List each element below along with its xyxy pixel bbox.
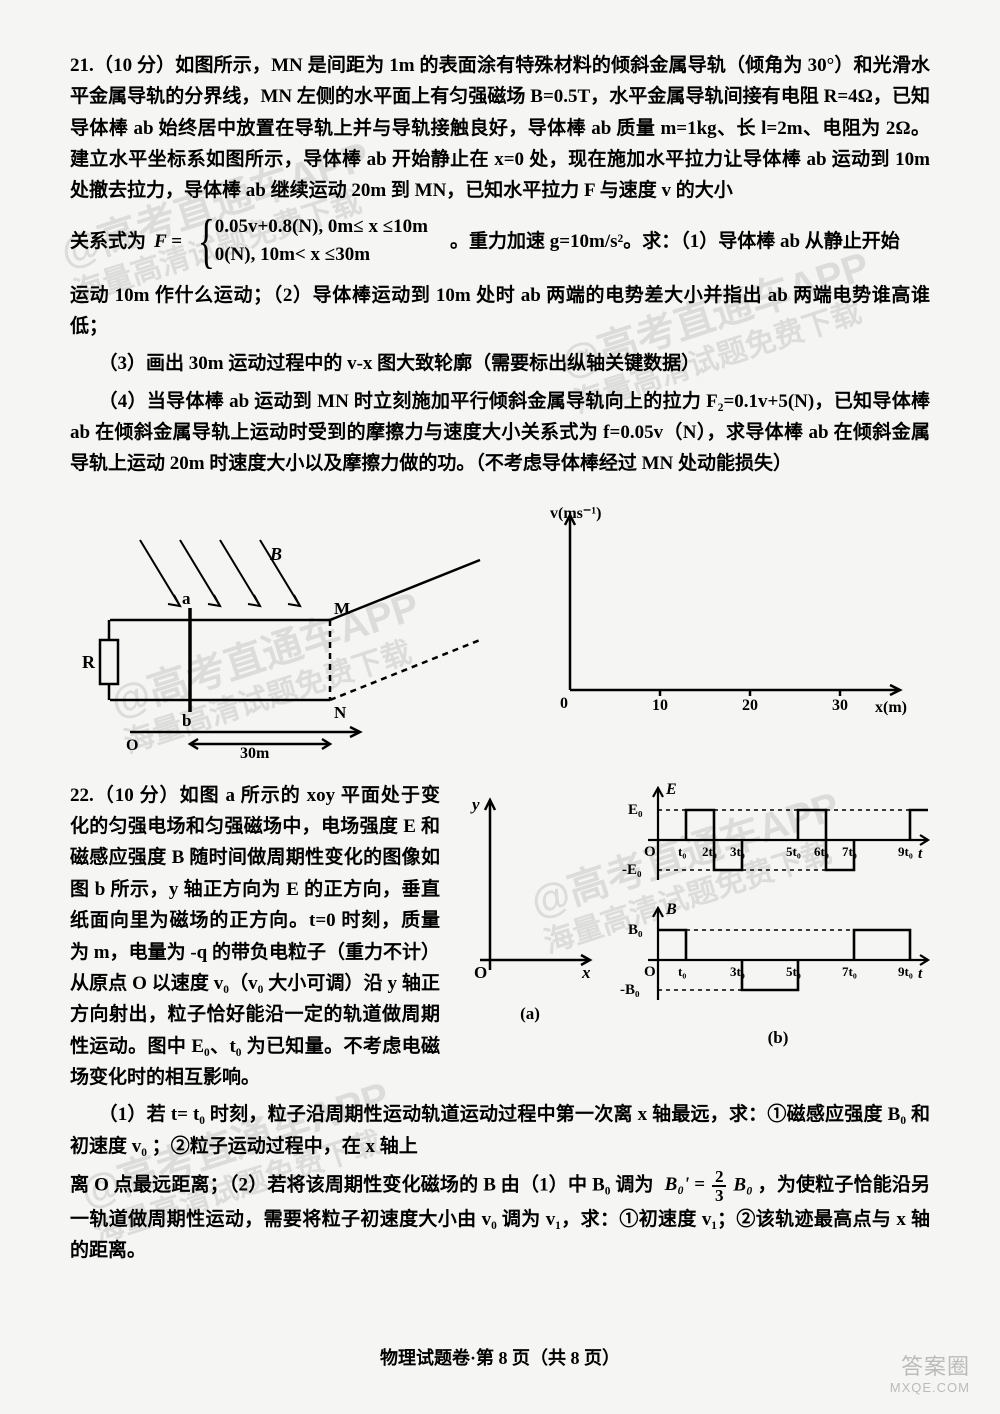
svg-text:t₀: t₀: [678, 844, 686, 859]
tick-0: 0: [560, 695, 568, 712]
svg-text:t₀: t₀: [678, 964, 686, 979]
q21-sub3: （3）画出 30m 运动过程中的 v-x 图大致轮廓（需要标出纵轴关键数据）: [70, 348, 930, 379]
label-O: O: [126, 737, 138, 754]
figB-caption: (b): [618, 1024, 938, 1052]
svg-text:3t₀: 3t₀: [730, 844, 745, 859]
negE0-label: -E₀: [622, 862, 642, 878]
svg-text:7t₀: 7t₀: [842, 844, 857, 859]
label-R: R: [82, 652, 96, 672]
E-xlabel: t: [918, 846, 923, 862]
figA-caption: (a): [460, 1000, 600, 1028]
B0-label: B₀: [628, 922, 643, 938]
svg-text:9t₀: 9t₀: [898, 844, 913, 859]
B-xlabel: t: [918, 966, 923, 982]
E-origin: O: [644, 844, 656, 860]
q22-part1: （1）若 t= t₀ 时刻，粒子沿周期性运动轨道运动过程中第一次离 x 轴最远，…: [70, 1099, 930, 1162]
B0prime-rhs: B₀: [733, 1174, 752, 1195]
q21-formula: 关系式为 F = { 0.05v+0.8(N), 0m≤ x ≤10m 0(N)…: [70, 213, 930, 270]
B0prime-lhs: B₀' =: [665, 1174, 705, 1195]
svg-text:5t₀: 5t₀: [786, 964, 801, 979]
B-origin: O: [644, 964, 656, 980]
fraction-2-3: 2 3: [712, 1168, 727, 1204]
B-ylabel: B: [665, 901, 677, 918]
xlabel: x(m): [875, 699, 907, 716]
fig-a-axes: O x y: [460, 780, 600, 990]
label-M: M: [334, 599, 350, 618]
svg-text:6t₀: 6t₀: [814, 844, 829, 859]
q22-part2: 离 O 点最远距离；（2）若将该周期性变化磁场的 B 由（1）中 B₀ 调为 B…: [70, 1168, 930, 1267]
page-footer: 物理试题卷·第 8 页（共 8 页）: [0, 1344, 1000, 1374]
tick-10: 10: [652, 697, 668, 714]
rail-diagram: R a b B M N O 30m: [70, 500, 490, 760]
fig-b-B-chart: B₀ -B₀ O B t t₀ 3t₀ 5t₀ 7t₀ 9t₀: [618, 900, 938, 1010]
svg-text:3t₀: 3t₀: [730, 964, 745, 979]
figA-y: y: [470, 795, 480, 814]
figA-origin: O: [474, 963, 487, 982]
q21-sub4: （4）当导体棒 ab 运动到 MN 时立刻施加平行倾斜金属导轨向上的拉力 F₂=…: [70, 386, 930, 480]
negB0-label: -B₀: [620, 982, 640, 998]
label-30m: 30m: [240, 745, 270, 760]
tick-20: 20: [742, 697, 758, 714]
relation-label: 关系式为: [70, 226, 146, 257]
q21-heading: 21.（10 分）如图所示，MN 是间距为 1m 的表面涂有特殊材料的倾斜金属导…: [70, 50, 930, 207]
ylabel: v(ms⁻¹): [550, 505, 601, 522]
F-equals: F =: [154, 226, 182, 257]
left-brace-icon: {: [198, 215, 215, 267]
eq-line-2: 0(N), 10m< x ≤30m: [215, 241, 428, 270]
vx-axes: 0 10 20 30 x(m) v(ms⁻¹): [520, 500, 920, 730]
E0-label: E₀: [628, 802, 643, 818]
svg-text:2t₀: 2t₀: [702, 844, 717, 859]
svg-text:5t₀: 5t₀: [786, 844, 801, 859]
tick-30: 30: [832, 697, 848, 714]
q22-body: 22.（10 分）如图 a 所示的 xoy 平面处于变化的匀强电场和匀强磁场中，…: [70, 780, 440, 1093]
label-a: a: [182, 589, 191, 608]
svg-text:7t₀: 7t₀: [842, 964, 857, 979]
eq-after: 。重力加速 g=10m/s²。求：（1）导体棒 ab 从静止开始: [450, 226, 900, 257]
corner-logo: 答案圈 MXQE.COM: [890, 1354, 970, 1396]
figA-x: x: [581, 963, 591, 982]
svg-text:9t₀: 9t₀: [898, 964, 913, 979]
label-B: B: [269, 544, 282, 564]
E-ylabel: E: [665, 781, 677, 798]
eq-line-1: 0.05v+0.8(N), 0m≤ x ≤10m: [215, 213, 428, 242]
q21-sub1-2: 运动 10m 作什么运动；（2）导体棒运动到 10m 处时 ab 两端的电势差大…: [70, 280, 930, 343]
fig-b-E-chart: E₀ -E₀ O E t t₀ 2t₀ 3t₀ 5t₀ 6t₀ 7t₀ 9t₀: [618, 780, 938, 890]
label-N: N: [334, 703, 347, 722]
label-b: b: [182, 711, 191, 730]
